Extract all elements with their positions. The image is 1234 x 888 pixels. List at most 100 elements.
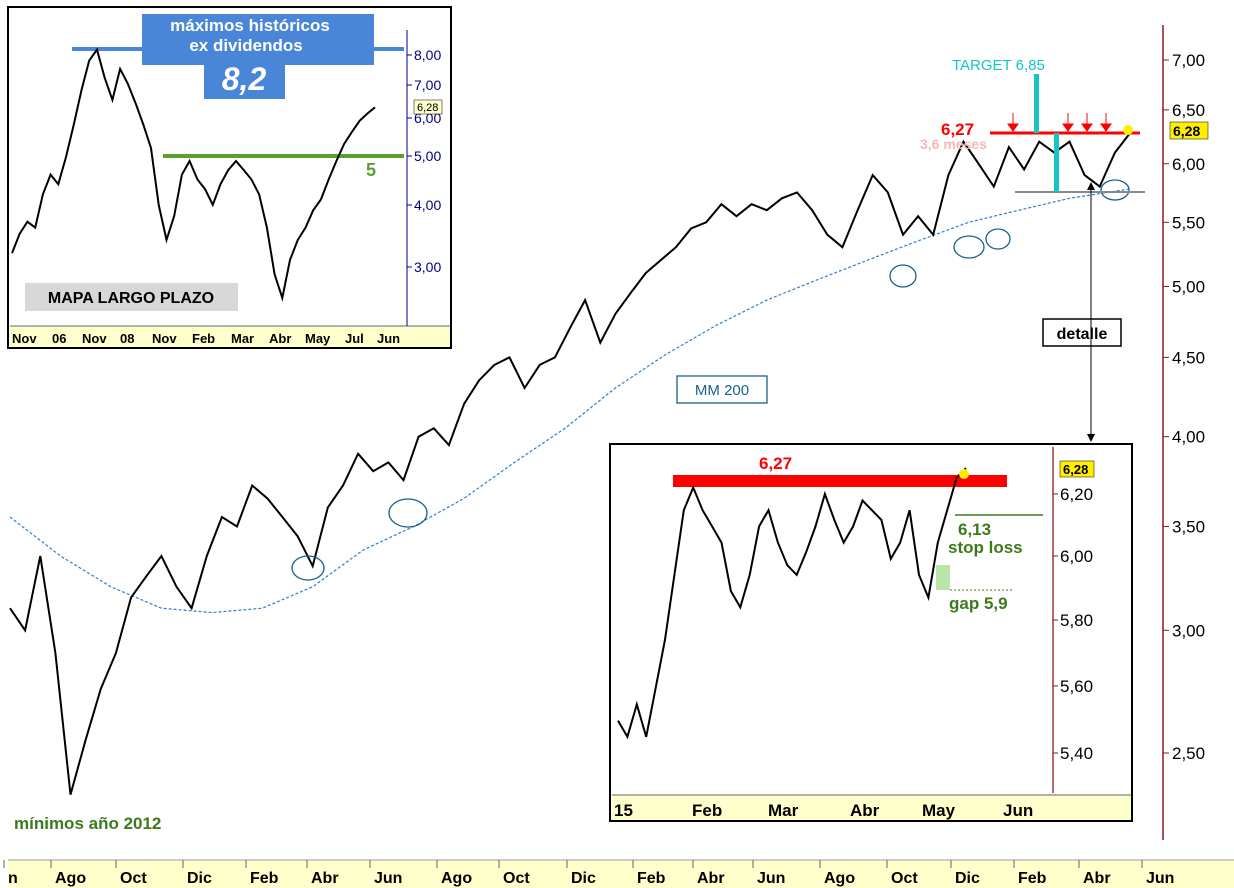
main-resistance-label: 6,27 xyxy=(941,120,974,139)
long-term-x-axis: Nov 06 Nov 08 Nov Feb Mar Abr May Jul Jun xyxy=(12,331,400,346)
bottom-x-tick-label: Dic xyxy=(955,870,980,887)
map-label-box xyxy=(25,283,238,311)
long-term-y-tick-label: 4,00 xyxy=(414,197,441,213)
main-y-tick-label: 3,00 xyxy=(1172,621,1205,640)
bottom-x-tick-label: Abr xyxy=(697,870,725,887)
bottom-x-tick-label: Abr xyxy=(1083,870,1111,887)
main-last-price-text: 6,28 xyxy=(1173,123,1200,139)
bottom-x-tick-label: Oct xyxy=(120,870,147,887)
ath-value: 8,2 xyxy=(222,61,267,97)
main-y-tick-label: 4,00 xyxy=(1172,428,1205,447)
detail-y-tick-label: 6,20 xyxy=(1060,485,1093,504)
main-y-tick-label: 4,50 xyxy=(1172,348,1205,367)
bottom-x-tick-label: Jun xyxy=(374,870,402,887)
detalle-arrow-head-bottom xyxy=(1087,434,1095,442)
bottom-x-tick-label: Ago xyxy=(55,870,86,887)
detail-last-price-text: 6,28 xyxy=(1063,462,1088,477)
long-term-x-tick-label: Jul xyxy=(345,331,364,346)
bottom-x-tick-label: Jun xyxy=(1146,870,1174,887)
resistance-arrows xyxy=(1007,113,1112,132)
bottom-x-tick-label: Feb xyxy=(250,870,279,887)
bottom-x-tick-label: Feb xyxy=(1018,870,1047,887)
long-term-x-tick-label: Feb xyxy=(192,331,215,346)
detail-x-tick-label: Abr xyxy=(850,801,880,820)
long-term-x-tick-label: Nov xyxy=(82,331,107,346)
stop-loss-label: stop loss xyxy=(948,538,1023,557)
long-term-x-axis-bg xyxy=(10,326,450,347)
long-term-x-tick-label: 06 xyxy=(52,331,66,346)
gap-label: gap 5,9 xyxy=(949,594,1008,613)
bottom-x-tick-label: Oct xyxy=(891,870,918,887)
long-term-x-tick-label: 08 xyxy=(120,331,134,346)
main-price-line xyxy=(9,132,1131,795)
ma-touch-circle xyxy=(1100,179,1130,201)
bottom-x-tick-label: n xyxy=(8,870,18,887)
long-term-y-tick-label: 5,00 xyxy=(414,148,441,164)
ma-touch-circle xyxy=(388,498,428,528)
detalle-box xyxy=(1042,318,1122,347)
long-term-y-tick-label: 8,00 xyxy=(414,47,441,63)
ma-label: MM 200 xyxy=(695,382,749,399)
long-term-x-tick-label: Abr xyxy=(269,331,291,346)
bottom-x-tick-label: Feb xyxy=(637,870,666,887)
last-price-dot xyxy=(1123,125,1133,135)
main-y-tick-label: 6,50 xyxy=(1172,101,1205,120)
bottom-x-tick-label: Ago xyxy=(441,870,472,887)
detalle-arrow-head-top xyxy=(1087,182,1095,190)
long-term-last-price-tag xyxy=(413,99,443,115)
detail-x-axis-bg xyxy=(612,795,1131,820)
support-5-label: 5 xyxy=(366,160,376,180)
map-label: MAPA LARGO PLAZO xyxy=(48,290,214,307)
long-term-x-tick-label: May xyxy=(305,331,331,346)
detail-x-tick-label: Jun xyxy=(1003,801,1033,820)
target-label: TARGET 6,85 xyxy=(952,57,1045,74)
detail-last-price-dot xyxy=(959,469,969,479)
long-term-inset: 8,007,006,005,004,003,00 Nov 06 Nov 08 Nov Fe… xyxy=(7,6,452,349)
bottom-axis-bg xyxy=(8,860,1234,888)
detail-x-tick-label: Feb xyxy=(692,801,722,820)
main-y-tick-label: 3,50 xyxy=(1172,518,1205,537)
bottom-x-axis: n Ago Oct Dic Feb Abr Jun Ago Oct Dic Feb Abr Jun Ago… xyxy=(3,860,1174,887)
bottom-x-tick-label: Ago xyxy=(824,870,855,887)
detail-last-price-tag xyxy=(1059,460,1095,478)
long-term-x-tick-label: Nov xyxy=(12,331,37,346)
gap-box xyxy=(936,565,950,590)
detail-y-tick-label: 5,40 xyxy=(1060,744,1093,763)
long-term-y-tick-label: 7,00 xyxy=(414,77,441,93)
minimos-label: mínimos año 2012 xyxy=(14,814,161,833)
main-y-tick-label: 2,50 xyxy=(1172,744,1205,763)
bottom-x-tick-label: Dic xyxy=(571,870,596,887)
main-last-price-tag xyxy=(1169,121,1209,140)
detail-x-tick-label: May xyxy=(922,801,956,820)
detail-x-axis: 15 Feb Mar Abr May Jun xyxy=(614,801,1033,820)
bottom-x-tick-label: Jun xyxy=(757,870,785,887)
long-term-price-line xyxy=(11,47,376,302)
main-y-tick-label: 5,50 xyxy=(1172,213,1205,232)
long-term-last-price-text: 6,28 xyxy=(417,102,438,114)
long-term-x-tick-label: Jun xyxy=(377,331,400,346)
long-term-x-tick-label: Mar xyxy=(231,331,254,346)
ma-touch-circle xyxy=(985,228,1011,250)
ath-title-line1: máximos históricos xyxy=(170,16,330,35)
ma-touch-circle xyxy=(953,235,985,259)
ath-title-line2: ex dividendos xyxy=(189,36,302,55)
detail-x-tick-label: 15 xyxy=(614,801,633,820)
detail-frame xyxy=(609,443,1133,822)
detail-y-tick-label: 6,00 xyxy=(1060,547,1093,566)
ma200-line xyxy=(9,188,1131,614)
detail-x-tick-label: Mar xyxy=(768,801,799,820)
target-bar xyxy=(1034,74,1039,133)
detail-inset: 6,20 6,00 5,80 5,60 5,40 15 Feb Mar Abr May Jun 6… xyxy=(609,443,1133,822)
detail-resistance-bar xyxy=(673,475,1007,487)
detalle-label: detalle xyxy=(1057,326,1108,343)
bottom-x-tick-label: Abr xyxy=(311,870,339,887)
main-y-tick-label: 5,00 xyxy=(1172,277,1205,296)
ma-label-box xyxy=(676,375,768,404)
detail-y-axis: 6,20 6,00 5,80 5,60 5,40 xyxy=(1053,485,1093,763)
ma-touch-circle xyxy=(889,264,917,288)
long-term-y-tick-label: 3,00 xyxy=(414,259,441,275)
detail-price-line xyxy=(617,467,967,740)
detail-y-tick-label: 5,80 xyxy=(1060,611,1093,630)
months-label: 3,6 meses xyxy=(920,136,987,152)
